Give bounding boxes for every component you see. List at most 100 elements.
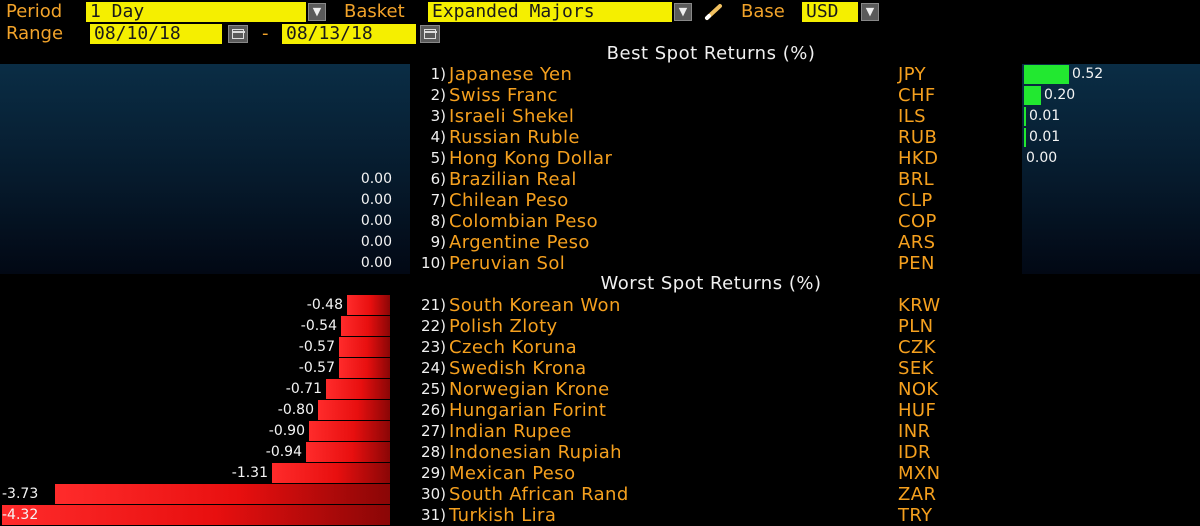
currency-name: Argentine Peso — [449, 232, 590, 253]
currency-code: ARS — [898, 232, 936, 253]
rank-number: 29) — [421, 464, 446, 482]
return-value: -0.94 — [265, 444, 302, 460]
best-bar-panel — [1022, 64, 1200, 274]
table-row: 4) Russian Ruble RUB 0.01 — [0, 127, 1200, 148]
rank-number: 8) — [430, 212, 446, 230]
table-row: -0.71 25) Norwegian Krone NOK — [0, 379, 1200, 400]
return-value: 0.01 — [1029, 129, 1061, 145]
currency-code: PEN — [898, 253, 935, 274]
currency-name: Peruvian Sol — [449, 253, 566, 274]
basket-dropdown-button[interactable]: ▼ — [674, 3, 692, 21]
currency-name: Polish Zloty — [449, 316, 558, 337]
currency-name: Indian Rupee — [449, 421, 572, 442]
table-row: -0.57 24) Swedish Krona SEK — [0, 358, 1200, 379]
currency-code: JPY — [898, 64, 926, 85]
table-row: -1.31 29) Mexican Peso MXN — [0, 463, 1200, 484]
currency-code: CLP — [898, 190, 933, 211]
period-select[interactable]: 1 Day — [86, 2, 306, 22]
currency-code: MXN — [898, 463, 941, 484]
return-bar — [306, 442, 390, 462]
calendar-icon[interactable] — [420, 25, 440, 43]
currency-name: Swedish Krona — [449, 358, 587, 379]
currency-code: SEK — [898, 358, 934, 379]
table-row: 1) Japanese Yen JPY 0.52 — [0, 64, 1200, 85]
rank-number: 25) — [421, 380, 446, 398]
pencil-icon[interactable] — [704, 3, 724, 21]
currency-code: PLN — [898, 316, 934, 337]
rank-number: 9) — [430, 233, 446, 251]
base-select[interactable]: USD — [802, 2, 858, 22]
return-bar — [2, 505, 390, 525]
currency-code: BRL — [898, 169, 935, 190]
table-row: -0.57 23) Czech Koruna CZK — [0, 337, 1200, 358]
currency-name: South Korean Won — [449, 295, 621, 316]
return-value: 0.00 — [360, 255, 392, 271]
rank-number: 31) — [421, 506, 446, 524]
range-end-date[interactable]: 08/13/18 — [282, 24, 416, 44]
range-separator: - — [262, 23, 269, 44]
period-dropdown-button[interactable]: ▼ — [308, 3, 326, 21]
currency-code: CHF — [898, 85, 936, 106]
table-row: 2) Swiss Franc CHF 0.20 — [0, 85, 1200, 106]
currency-name: Chilean Peso — [449, 190, 569, 211]
return-bar — [55, 484, 390, 504]
rank-number: 5) — [430, 149, 446, 167]
rank-number: 7) — [430, 191, 446, 209]
currency-code: HKD — [898, 148, 939, 169]
return-value: 0.00 — [360, 171, 392, 187]
currency-code: COP — [898, 211, 937, 232]
best-left-panel — [0, 64, 410, 274]
rank-number: 23) — [421, 338, 446, 356]
return-bar — [309, 421, 390, 441]
rank-number: 1) — [430, 65, 446, 83]
return-bar — [347, 295, 390, 315]
return-value: -3.73 — [2, 486, 39, 502]
return-value: 0.00 — [1026, 150, 1058, 166]
table-row: -0.48 21) South Korean Won KRW — [0, 295, 1200, 316]
currency-code: CZK — [898, 337, 936, 358]
table-row: -0.80 26) Hungarian Forint HUF — [0, 400, 1200, 421]
basket-label: Basket — [344, 1, 405, 22]
return-bar — [1024, 65, 1069, 84]
table-row: 8) Colombian Peso COP 0.00 — [0, 211, 1200, 232]
currency-name: Hong Kong Dollar — [449, 148, 613, 169]
return-value: -0.90 — [268, 423, 305, 439]
currency-code: KRW — [898, 295, 941, 316]
return-bar — [341, 316, 390, 336]
rank-number: 10) — [421, 254, 446, 272]
currency-code: INR — [898, 421, 931, 442]
range-label: Range — [6, 23, 64, 44]
currency-name: South African Rand — [449, 484, 629, 505]
currency-code: RUB — [898, 127, 938, 148]
return-value: 0.01 — [1029, 108, 1061, 124]
currency-name: Hungarian Forint — [449, 400, 607, 421]
table-row: -0.90 27) Indian Rupee INR — [0, 421, 1200, 442]
table-row: 9) Argentine Peso ARS 0.00 — [0, 232, 1200, 253]
best-returns-title: Best Spot Returns (%) — [606, 43, 816, 64]
table-row: 3) Israeli Shekel ILS 0.01 — [0, 106, 1200, 127]
basket-select[interactable]: Expanded Majors — [428, 2, 672, 22]
rank-number: 24) — [421, 359, 446, 377]
triangle-down-icon: ▼ — [312, 5, 322, 18]
return-bar — [318, 400, 390, 420]
rank-number: 26) — [421, 401, 446, 419]
currency-name: Turkish Lira — [449, 505, 557, 526]
currency-code: ZAR — [898, 484, 937, 505]
rank-number: 27) — [421, 422, 446, 440]
triangle-down-icon: ▼ — [865, 5, 875, 18]
return-bar — [339, 337, 390, 357]
return-value: 0.00 — [360, 234, 392, 250]
rank-number: 3) — [430, 107, 446, 125]
table-row: -0.94 28) Indonesian Rupiah IDR — [0, 442, 1200, 463]
table-row: -3.73 30) South African Rand ZAR — [0, 484, 1200, 505]
calendar-icon[interactable] — [228, 25, 248, 43]
rank-number: 21) — [421, 296, 446, 314]
return-bar — [1024, 107, 1026, 126]
range-start-date[interactable]: 08/10/18 — [90, 24, 222, 44]
return-bar — [339, 358, 390, 378]
return-value: -4.32 — [2, 507, 39, 523]
base-dropdown-button[interactable]: ▼ — [861, 3, 879, 21]
table-row: 7) Chilean Peso CLP 0.00 — [0, 190, 1200, 211]
return-value: -0.48 — [306, 297, 343, 313]
rank-number: 6) — [430, 170, 446, 188]
